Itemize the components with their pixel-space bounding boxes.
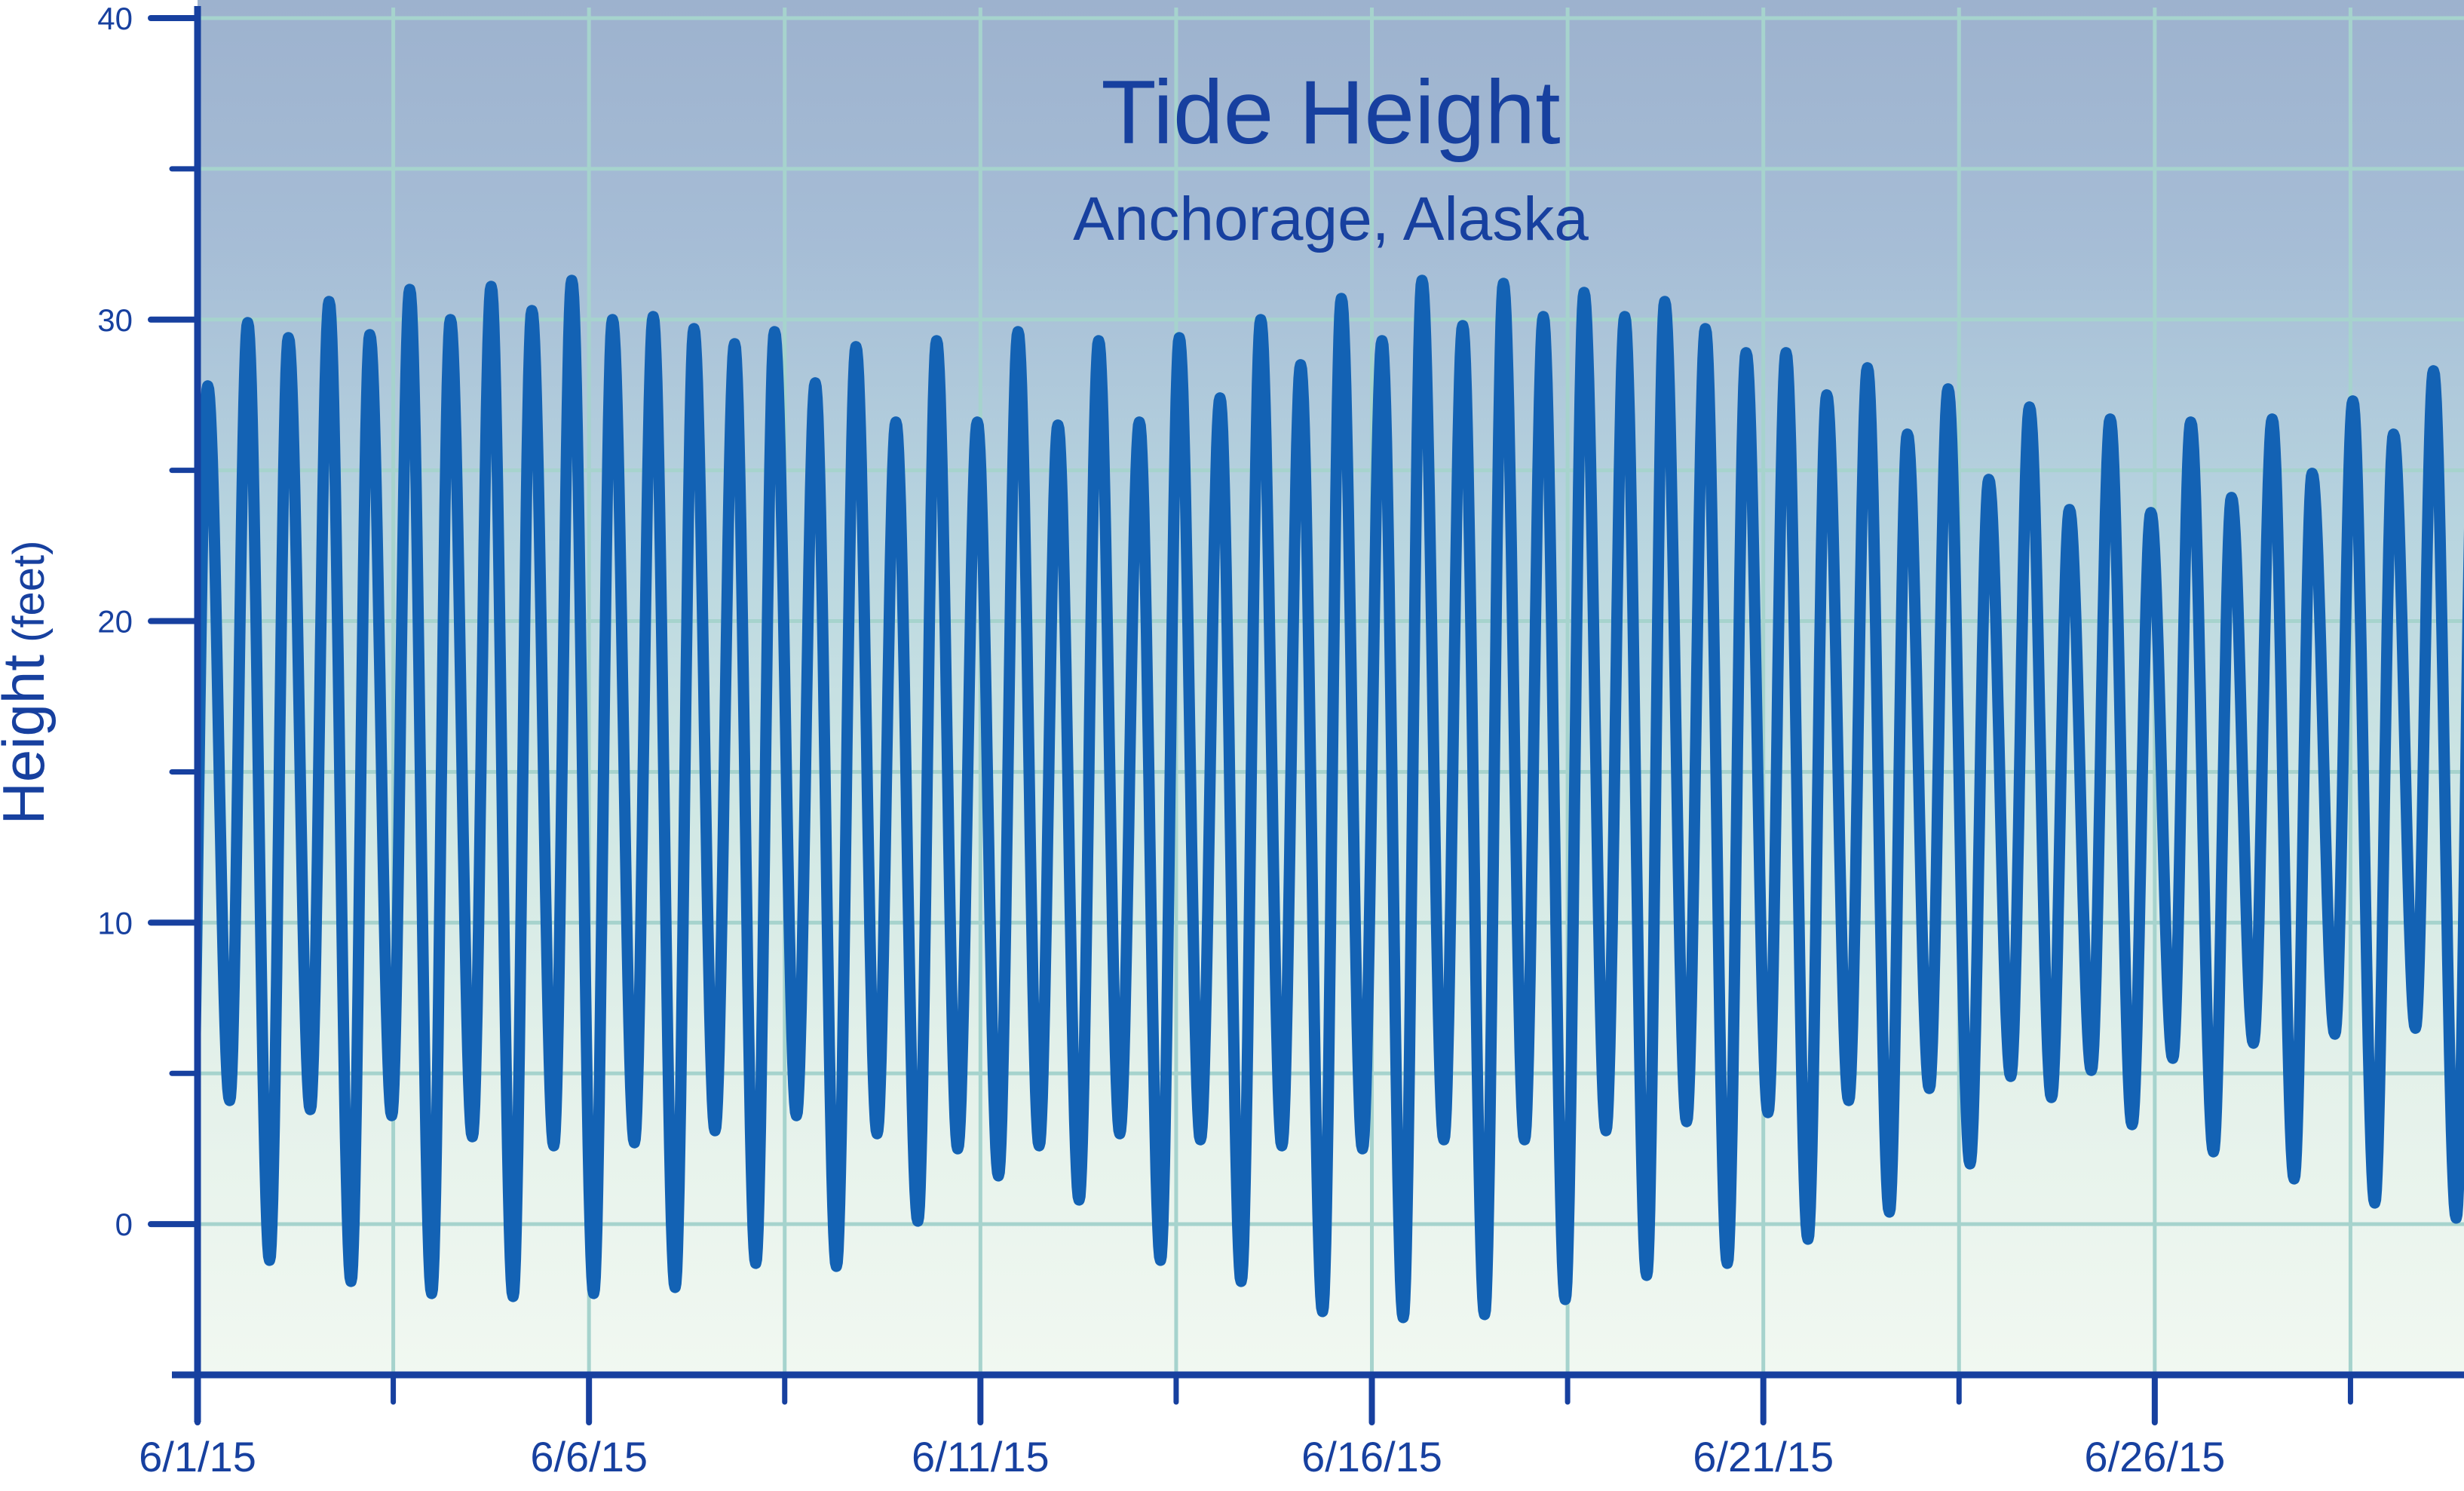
x-tick-label: 6/11/15 <box>912 1433 1050 1480</box>
y-tick-label: 40 <box>97 1 133 36</box>
y-axis-label-unit: (feet) <box>5 541 54 655</box>
tide-curve-line <box>198 275 2464 1324</box>
chart-title: Tide Height <box>1101 62 1560 163</box>
y-tick-label: 20 <box>97 604 133 640</box>
x-tick-label: 6/6/15 <box>530 1433 648 1480</box>
y-tick-label: 0 <box>115 1207 133 1242</box>
axis-tick-labels: 0 10 20 30 40 6/1/15 6/6/15 6/11/15 6/16/15 6/21/… <box>97 1 2225 1480</box>
x-tick-label: 6/26/15 <box>2084 1433 2225 1480</box>
chart-subtitle: Anchorage, Alaska <box>1073 185 1589 253</box>
x-tick-label: 6/1/15 <box>139 1433 256 1480</box>
y-axis-label-main: Height <box>0 655 57 825</box>
axis-ticks <box>148 14 2353 1425</box>
x-tick-label: 6/16/15 <box>1301 1433 1442 1480</box>
x-tick-label: 6/21/15 <box>1693 1433 1834 1480</box>
y-axis-label: Height (feet) <box>0 541 57 825</box>
y-tick-label: 10 <box>97 905 133 940</box>
y-tick-label: 30 <box>97 302 133 338</box>
